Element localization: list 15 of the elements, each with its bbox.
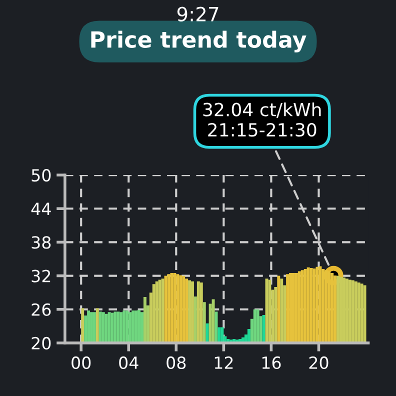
y-tick-label: 38 bbox=[32, 236, 51, 249]
text: 9:27 bbox=[177, 6, 218, 22]
y-tick-label: 26 bbox=[32, 303, 51, 316]
x-tick-label: 00 bbox=[72, 356, 91, 370]
y-tick-label: 44 bbox=[31, 202, 51, 215]
x-tick-label: 12 bbox=[214, 356, 233, 369]
annotation: 32.04 ct/kWh 21:15-21:30 bbox=[203, 102, 321, 137]
x-tick-label: 20 bbox=[309, 356, 328, 370]
x-tick-label: 16 bbox=[262, 356, 281, 370]
y-tick-label: 50 bbox=[32, 168, 51, 182]
y-tick-label: 20 bbox=[32, 336, 51, 350]
x-tick-label: 08 bbox=[166, 356, 186, 370]
x-tick-label: 04 bbox=[119, 356, 138, 370]
y-tick-label: 32 bbox=[32, 270, 50, 282]
chart-title: Price trend today bbox=[91, 30, 306, 52]
